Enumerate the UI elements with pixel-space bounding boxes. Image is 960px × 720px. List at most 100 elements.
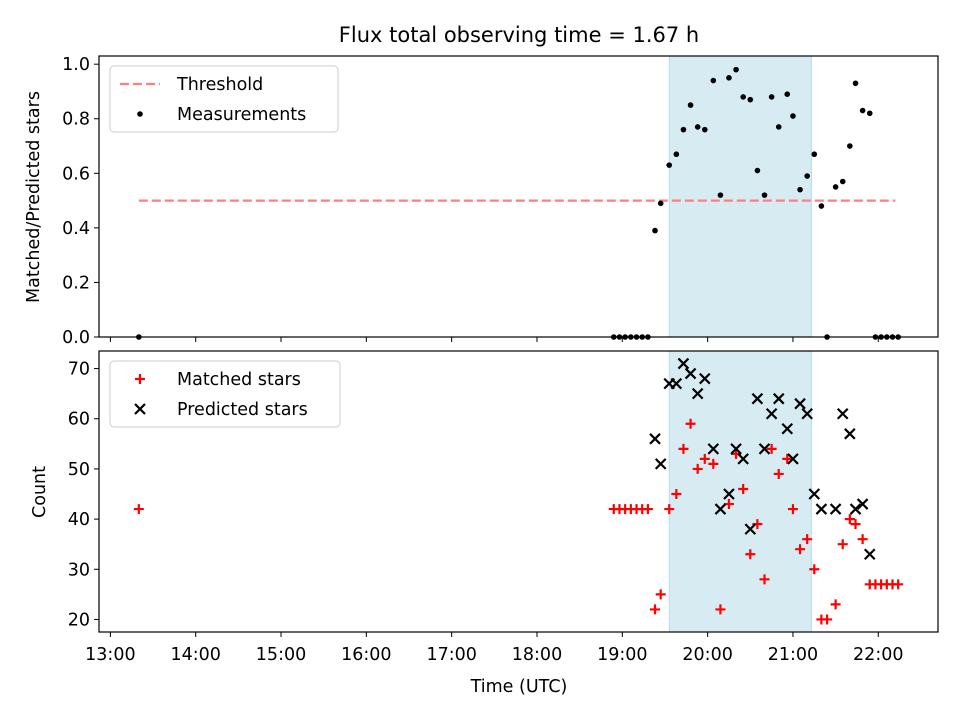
x-tick-label: 19:00 <box>597 645 647 665</box>
x-tick-label: 16:00 <box>341 645 391 665</box>
predicted-star-point <box>714 503 727 515</box>
predicted-star-point <box>699 372 711 385</box>
predicted-star-point <box>737 453 749 465</box>
legend-box <box>109 360 341 428</box>
y-tick-label: 50 <box>68 460 90 480</box>
measurement-point <box>717 192 724 198</box>
measurement-point <box>852 80 859 87</box>
top-ylabel: Matched/Predicted stars <box>24 91 44 303</box>
matched-star-point <box>844 514 855 525</box>
y-tick-label: 70 <box>68 360 90 380</box>
x-tick-label: 14:00 <box>170 645 220 665</box>
observing-window-span <box>668 55 812 338</box>
x-tick-label: 15:00 <box>256 645 306 665</box>
predicted-star-point <box>751 392 764 405</box>
measurement-point <box>866 110 873 117</box>
predicted-star-point <box>691 387 704 400</box>
y-tick-label: 0.0 <box>62 328 90 348</box>
predicted-star-point <box>723 488 735 500</box>
measurement-point <box>790 113 796 119</box>
x-tick-label: 13:00 <box>85 645 135 665</box>
x-tick-label: 22:00 <box>853 645 903 665</box>
predicted-star-point <box>849 503 862 515</box>
measurement-point <box>652 227 658 234</box>
predicted-star-point <box>815 503 828 515</box>
measurement-point <box>818 203 825 209</box>
matched-star-point <box>715 604 726 615</box>
measurement-point <box>839 178 846 185</box>
legend-measurement-swatch <box>137 111 143 117</box>
bottom-ylabel: Count <box>30 466 50 518</box>
y-tick-label: 0.4 <box>62 219 90 239</box>
predicted-star-point <box>765 407 778 420</box>
measurement-point <box>657 200 664 207</box>
measurement-point <box>768 94 775 100</box>
legend-label: Matched stars <box>177 370 301 390</box>
predicted-star-point <box>730 443 742 455</box>
measurement-point <box>761 192 768 198</box>
x-tick-label: 21:00 <box>768 645 818 665</box>
measurement-point <box>811 151 818 158</box>
predicted-star-point <box>844 428 856 440</box>
x-tick-label: 17:00 <box>426 645 476 665</box>
measurement-point <box>694 124 701 130</box>
matched-star-point <box>685 418 696 429</box>
y-tick-label: 30 <box>68 560 90 580</box>
axes-frame <box>98 55 939 338</box>
observing-window-span <box>668 350 812 633</box>
matched-star-point <box>642 504 653 515</box>
matched-star-point <box>664 504 675 515</box>
top-plot: 0.0 0.2 0.4 0.6 0.8 1.0 Threshold Measurements <box>62 55 939 348</box>
matched-star-point <box>766 443 777 454</box>
predicted-star-point <box>744 523 757 535</box>
predicted-star-point <box>758 443 771 455</box>
predicted-star-point <box>808 488 821 500</box>
y-tick-label: 40 <box>68 510 90 530</box>
matched-star-point <box>787 504 798 515</box>
predicted-star-point <box>801 407 813 420</box>
y-tick-label: 60 <box>68 410 90 430</box>
matched-star-point <box>708 458 719 469</box>
measurement-point <box>775 124 782 130</box>
measurement-point <box>710 77 717 84</box>
legend-label: Measurements <box>177 105 306 125</box>
matched-star-point <box>837 539 848 550</box>
measurement-point <box>784 91 791 97</box>
measurement-point <box>747 96 754 103</box>
matched-star-point <box>893 579 904 590</box>
axes-frame <box>98 350 939 633</box>
matched-star-point <box>723 499 734 510</box>
predicted-star-point <box>856 498 869 510</box>
matched-star-point <box>671 489 682 500</box>
matched-star-point <box>782 453 793 464</box>
legend-predicted-swatch <box>134 403 146 415</box>
measurement-point <box>832 184 839 190</box>
predicted-star-point <box>787 453 799 465</box>
y-tick-label: 0.2 <box>62 273 90 293</box>
matched-star-point <box>692 463 703 474</box>
measurement-point <box>680 126 687 133</box>
measurement-point <box>687 102 694 108</box>
y-tick-label: 20 <box>68 610 90 630</box>
x-tick-label: 18:00 <box>512 645 562 665</box>
chart-title: Flux total observing time = 1.67 h <box>339 23 699 47</box>
measurement-point <box>740 94 746 100</box>
matched-star-point <box>650 604 661 615</box>
x-axis-label: Time (UTC) <box>470 677 568 697</box>
matched-star-point <box>133 504 144 515</box>
measurement-point <box>804 173 810 179</box>
measurement-point <box>701 126 708 133</box>
predicted-star-point <box>677 357 690 370</box>
x-tick-label: 20:00 <box>682 645 732 665</box>
legend-label: Predicted stars <box>177 400 308 420</box>
matched-star-point <box>795 544 806 555</box>
predicted-star-point <box>794 397 806 410</box>
matched-star-point <box>809 564 820 575</box>
predicted-star-point <box>836 407 849 420</box>
measurement-point <box>797 186 803 193</box>
predicted-star-point <box>684 367 697 380</box>
predicted-star-point <box>670 377 683 390</box>
measurement-point <box>673 151 680 158</box>
matched-star-point <box>850 519 861 530</box>
